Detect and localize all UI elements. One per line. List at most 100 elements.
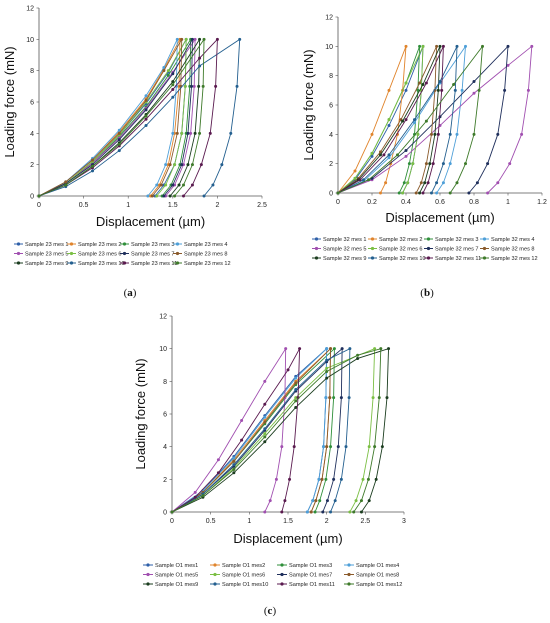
data-point [263, 432, 267, 436]
data-point [117, 128, 121, 132]
caption-letter: c [268, 605, 273, 617]
legend-swatch-marker [213, 563, 217, 567]
data-point [377, 396, 381, 400]
legend-swatch-marker [482, 256, 487, 260]
data-point [238, 37, 242, 41]
legend-item: Sample O1 mes2 [210, 563, 265, 569]
data-point [496, 181, 500, 185]
legend-label: Sample 23 mes 7 [131, 252, 175, 258]
legend-swatch-marker [426, 237, 431, 241]
data-point [294, 376, 298, 380]
data-point [370, 154, 374, 158]
data-point [414, 191, 418, 195]
legend-label: Sample 32 mes 10 [379, 256, 426, 262]
data-point [418, 44, 422, 48]
data-point [418, 191, 422, 195]
x-tick-label: 1.5 [283, 518, 293, 525]
data-point [455, 132, 459, 136]
legend-swatch-marker [122, 261, 127, 265]
data-point [413, 118, 416, 122]
data-point [294, 388, 298, 391]
legend-swatch-marker [482, 237, 487, 241]
legend-label: Sample 23 mes 10 [78, 261, 125, 267]
series-line [38, 39, 187, 197]
legend-swatch-marker [314, 256, 319, 260]
legend-item: Sample O1 mes11 [277, 582, 335, 588]
data-point [263, 435, 267, 439]
x-tick-label: 2 [215, 202, 219, 209]
data-point [294, 381, 298, 385]
x-tick-label: 2.5 [360, 518, 370, 525]
data-point [401, 119, 405, 123]
data-point [503, 88, 507, 92]
legend-item: Sample 32 mes 2 [368, 237, 423, 243]
legend-swatch-marker [16, 251, 21, 256]
legend-label: Sample O1 mes10 [222, 582, 268, 588]
legend-label: Sample 32 mes 6 [379, 247, 423, 253]
data-point [144, 117, 148, 121]
data-point [486, 162, 490, 166]
data-point [530, 44, 534, 48]
data-point [294, 396, 298, 400]
legend-label: Sample 32 mes 1 [323, 237, 367, 243]
data-point [339, 396, 343, 400]
series-3 [336, 44, 422, 195]
data-point [431, 162, 435, 166]
data-point [180, 131, 184, 135]
data-point [117, 131, 121, 135]
data-point [367, 499, 371, 503]
legend-swatch-marker [213, 572, 217, 577]
data-point [37, 194, 41, 198]
data-point [385, 396, 389, 400]
legend-label: Sample O1 mes2 [222, 563, 265, 569]
data-point [216, 471, 220, 475]
data-point [216, 458, 220, 462]
data-point [317, 477, 321, 481]
data-point [380, 445, 384, 449]
data-point [280, 510, 284, 514]
data-point [166, 69, 170, 73]
x-tick-label: 3 [402, 518, 406, 525]
data-point [428, 162, 432, 166]
data-point [232, 468, 236, 472]
data-point [171, 80, 175, 84]
legend-swatch-marker [16, 242, 21, 246]
data-point [344, 445, 348, 449]
data-point [435, 191, 439, 195]
data-point [475, 181, 479, 185]
data-point [325, 366, 329, 370]
data-point [263, 420, 267, 424]
data-point [430, 191, 433, 195]
x-tick-label: 0.4 [401, 199, 411, 206]
legend-swatch-marker [69, 261, 74, 265]
data-point [379, 347, 383, 351]
x-tick-label: 1 [247, 518, 251, 525]
legend-swatch-marker [146, 582, 150, 586]
series-6 [336, 44, 425, 195]
legend-label: Sample 32 mes 5 [323, 247, 367, 253]
legend-item: Sample 23 mes 7 [120, 252, 175, 258]
legend-item: Sample O1 mes1 [143, 563, 198, 569]
data-point [162, 194, 166, 198]
data-point [193, 490, 197, 494]
data-point [146, 194, 150, 198]
data-point [193, 495, 197, 499]
data-point [292, 445, 296, 449]
data-point [347, 396, 351, 400]
data-point [373, 445, 377, 449]
series-line [38, 39, 181, 197]
legend-swatch-marker [347, 582, 351, 586]
series-8 [336, 44, 439, 195]
data-point [413, 121, 416, 125]
data-point [325, 499, 329, 503]
data-point [177, 183, 181, 187]
data-point [294, 405, 298, 409]
y-tick-label: 12 [159, 314, 167, 321]
data-point [333, 499, 337, 503]
series-line [171, 347, 351, 513]
data-point [144, 114, 148, 118]
data-point [171, 72, 175, 76]
data-point [379, 153, 382, 157]
data-point [402, 181, 406, 185]
data-point [464, 162, 467, 166]
